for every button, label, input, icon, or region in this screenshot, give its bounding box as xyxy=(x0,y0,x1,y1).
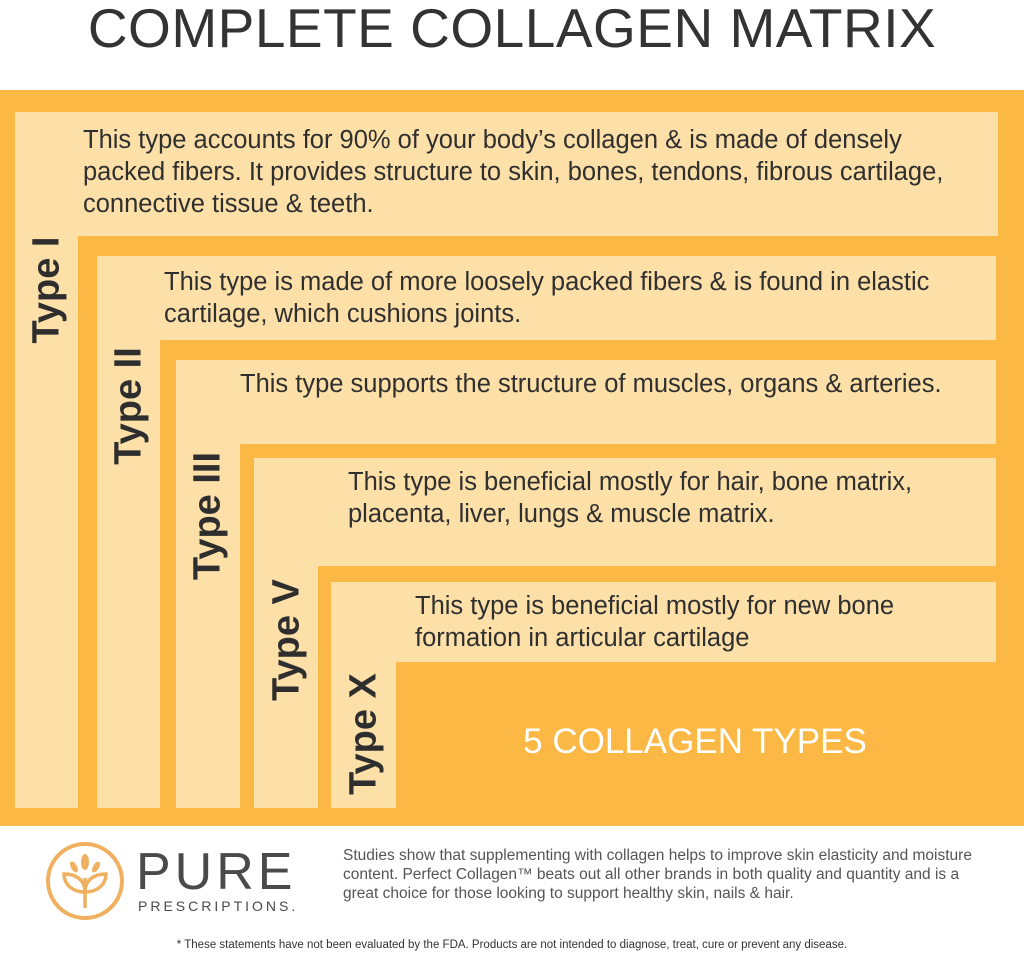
leaf-sprout-circle-icon xyxy=(46,842,124,920)
type-v-description: This type is beneficial mostly for hair,… xyxy=(348,468,913,528)
type-ii-horizontal-panel xyxy=(97,256,996,340)
type-ii-vertical-panel xyxy=(97,256,160,808)
type-v-horizontal-panel xyxy=(254,458,996,566)
type-v-label: Type V xyxy=(265,579,308,701)
brand-subtitle: PRESCRIPTIONS. xyxy=(138,898,299,914)
type-iii-horizontal-panel xyxy=(176,360,996,444)
type-i-label: Type I xyxy=(25,236,68,344)
product-blurb: Studies show that supplementing with col… xyxy=(343,847,972,902)
type-iii-description: This type supports the structure of musc… xyxy=(240,370,942,398)
fda-disclaimer: * These statements have not been evaluat… xyxy=(176,939,848,951)
type-x-description: This type is beneficial mostly for new b… xyxy=(415,592,895,652)
type-x-label: Type X xyxy=(342,673,385,795)
type-i-description: This type accounts for 90% of your body’… xyxy=(83,126,944,218)
type-ii-description: This type is made of more loosely packed… xyxy=(164,268,930,328)
page-title: COMPLETE COLLAGEN MATRIX xyxy=(87,0,937,59)
summary-label: 5 COLLAGEN TYPES xyxy=(523,722,867,761)
collagen-types-board: This type accounts for 90% of your body’… xyxy=(0,90,1024,826)
type-x-horizontal-panel xyxy=(331,582,996,662)
brand-name: PURE xyxy=(136,843,297,901)
type-iii-label: Type III xyxy=(186,451,229,581)
type-ii-label: Type II xyxy=(107,347,150,465)
type-i-horizontal-panel xyxy=(15,112,998,236)
